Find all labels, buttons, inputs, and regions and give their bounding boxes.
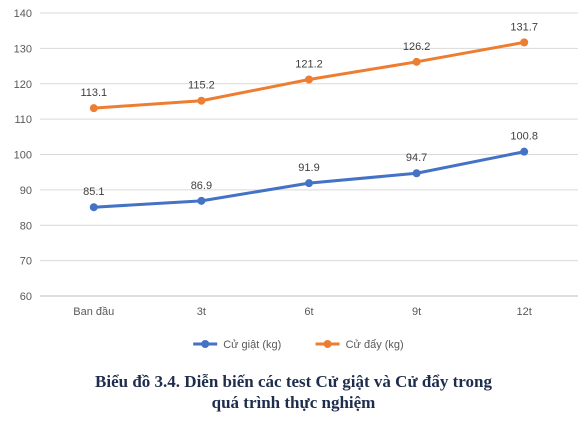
legend-label: Cử đẩy (kg) [346,339,404,351]
y-tick-label: 120 [14,79,32,91]
data-label: 91.9 [298,162,319,174]
data-point [89,104,98,113]
legend-swatch-marker [201,340,210,348]
data-point [520,38,529,47]
x-tick-label: 3t [197,306,206,318]
gridlines [40,12,578,297]
data-label: 113.1 [80,87,107,99]
data-point [412,57,421,66]
y-tick-label: 140 [14,8,32,20]
y-tick-label: 80 [20,220,32,232]
data-label: 126.2 [403,41,431,53]
legend-swatch-marker [323,340,332,348]
y-tick-label: 110 [14,114,32,126]
y-axis: 60 70 80 90 100 110 120 130 140 [14,8,32,303]
data-label: 94.7 [406,152,427,164]
caption-line-2: quá trình thực nghiệm [211,393,376,412]
data-point [412,169,421,178]
y-tick-label: 60 [20,291,32,303]
data-point [89,203,98,212]
data-label: 131.7 [510,21,538,33]
data-point [520,147,529,156]
legend-label: Cử giật (kg) [223,339,281,351]
legend: Cử giật (kg) Cử đẩy (kg) [193,339,404,351]
caption-line-1: Biểu đồ 3.4. Diễn biến các test Cử giật … [95,372,492,391]
data-label: 85.1 [83,186,104,198]
series-line-1 [92,40,526,110]
x-tick-label: Ban đầu [73,306,114,318]
data-label: 121.2 [295,59,323,71]
data-point [305,179,313,188]
data-label: 115.2 [188,80,215,92]
data-point [197,196,206,205]
data-label: 86.9 [191,180,212,192]
x-tick-label: 9t [412,306,421,318]
series-group: 85.1 86.9 91.9 94.7 100.8 113.1 115.2 121.2 126.… [80,21,538,212]
y-tick-label: 90 [20,185,32,197]
x-tick-label: 12t [517,306,532,318]
data-point [197,96,206,105]
x-tick-label: 6t [304,306,313,318]
line-chart: 60 70 80 90 100 110 120 130 140 Ban đầu 3t 6t 9t 12t… [14,8,578,351]
y-tick-label: 70 [20,256,32,268]
x-axis: Ban đầu 3t 6t 9t 12t [73,306,532,318]
y-tick-label: 100 [14,150,32,162]
data-label: 100.8 [510,131,538,143]
data-point [305,75,313,84]
y-tick-label: 130 [14,43,32,55]
figure-caption: Biểu đồ 3.4. Diễn biến các test Cử giật … [0,371,587,413]
